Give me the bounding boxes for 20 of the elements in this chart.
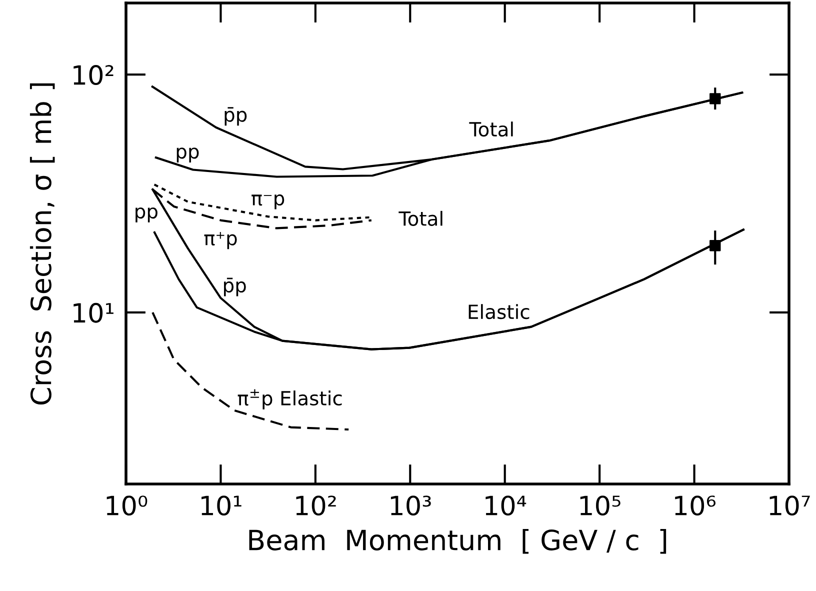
annotation: Total [398, 210, 442, 226]
series-label: p̄p [224, 278, 246, 296]
series-label: p̄p [224, 107, 247, 126]
series-label: pp [176, 148, 199, 163]
x-tick-label: 10⁷ [770, 496, 810, 516]
annotation: Elastic [468, 304, 530, 320]
x-tick-label: 10⁶ [675, 496, 716, 516]
x-tick-label: 10⁴ [486, 496, 526, 516]
series-label: pp [136, 207, 158, 222]
series-label: π⁺p [204, 232, 237, 250]
x-tick-label: 10¹ [202, 496, 242, 516]
x-tick-label: 10⁵ [580, 496, 620, 516]
x-axis-title: Beam Momentum [ GeV / c ] [249, 528, 666, 554]
y-axis-title: Cross Section, σ [ mb ] [30, 83, 55, 404]
x-tick-label: 10⁰ [106, 496, 148, 516]
series-label: π⁻p [252, 194, 284, 210]
annotation: Total [469, 122, 513, 137]
series-label: π$^{±}$p Elastic [238, 389, 342, 410]
x-tick-label: 10³ [390, 496, 431, 516]
x-tick-label: 10² [296, 496, 336, 516]
